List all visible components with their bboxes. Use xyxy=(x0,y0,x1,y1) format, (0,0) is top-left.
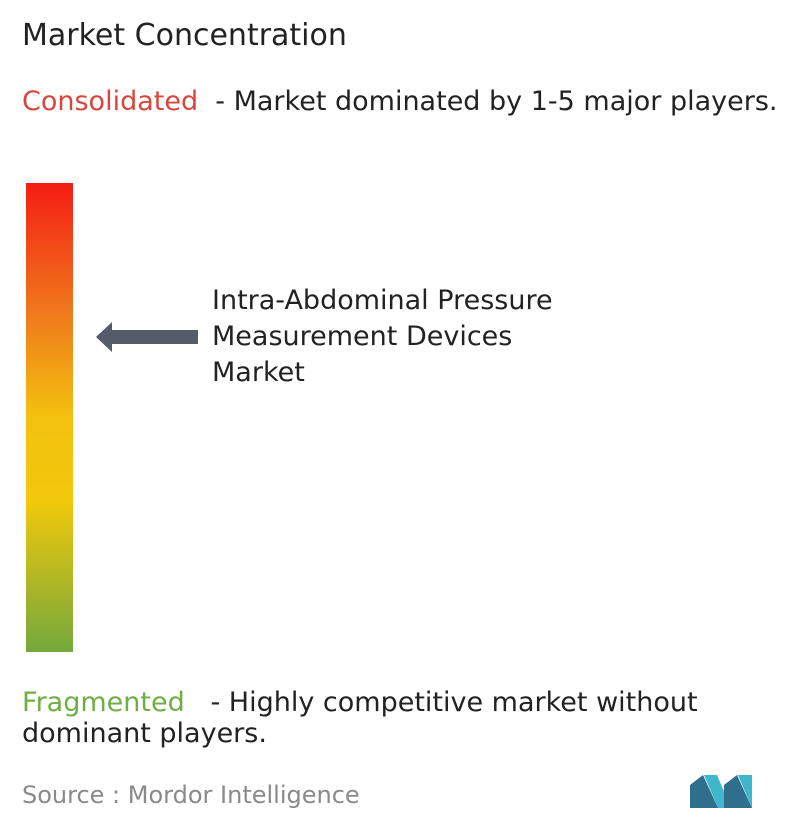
market-line: Measurement Devices xyxy=(212,321,513,352)
logo xyxy=(690,775,752,808)
arrow xyxy=(96,322,198,352)
fragmented-label: Fragmented xyxy=(22,687,185,718)
consolidated-label: Consolidated xyxy=(22,86,199,117)
consolidated-description: - Market dominated by 1-5 major players. xyxy=(215,86,778,117)
concentration-bar xyxy=(26,183,73,652)
title: Market Concentration xyxy=(22,18,347,53)
market-line: Market xyxy=(212,357,305,388)
market-label: Intra-Abdominal Pressure Measurement Dev… xyxy=(212,283,553,391)
source: Source : Mordor Intelligence xyxy=(22,781,360,809)
consolidated-text: Consolidated - Market dominated by 1-5 m… xyxy=(22,86,792,117)
fragmented-text: Fragmented - Highly competitive market w… xyxy=(22,687,792,749)
fragmented-description: - Highly competitive market without domi… xyxy=(22,687,698,749)
market-line: Intra-Abdominal Pressure xyxy=(212,285,553,316)
